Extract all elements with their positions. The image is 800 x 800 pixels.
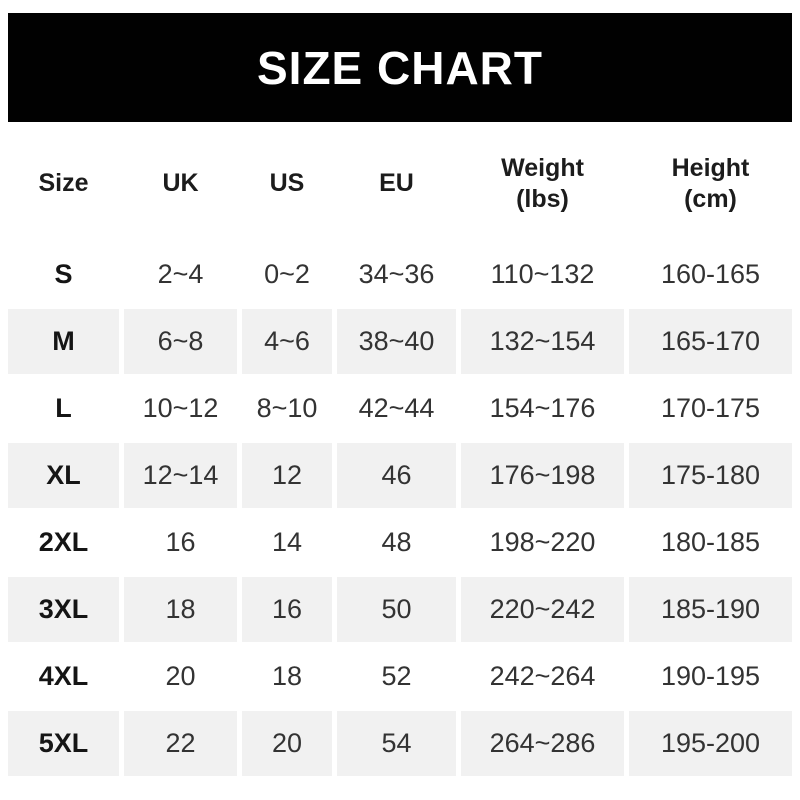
cell-weight: 176~198 — [461, 443, 624, 508]
cell-us: 16 — [242, 577, 332, 642]
cell-us: 14 — [242, 510, 332, 575]
cell-uk: 10~12 — [124, 376, 237, 441]
cell-us: 8~10 — [242, 376, 332, 441]
cell-weight: 110~132 — [461, 242, 624, 307]
cell-size: L — [8, 376, 119, 441]
header-label: Weight — [501, 153, 584, 182]
header-cell-size: Size — [8, 128, 119, 240]
cell-eu: 48 — [337, 510, 456, 575]
header-label: Size — [38, 169, 89, 198]
cell-size: 2XL — [8, 510, 119, 575]
cell-eu: 50 — [337, 577, 456, 642]
cell-size: 3XL — [8, 577, 119, 642]
cell-height: 165-170 — [629, 309, 792, 374]
cell-weight: 154~176 — [461, 376, 624, 441]
cell-uk: 2~4 — [124, 242, 237, 307]
cell-size: XL — [8, 443, 119, 508]
cell-height: 160-165 — [629, 242, 792, 307]
header-label: Height — [671, 153, 750, 182]
cell-us: 4~6 — [242, 309, 332, 374]
size-table: Size UK US EU Weight (lbs) Height (cm) — [8, 128, 792, 776]
header-sublabel: (cm) — [684, 185, 737, 213]
cell-weight: 132~154 — [461, 309, 624, 374]
cell-eu: 38~40 — [337, 309, 456, 374]
cell-eu: 46 — [337, 443, 456, 508]
cell-uk: 12~14 — [124, 443, 237, 508]
cell-eu: 52 — [337, 644, 456, 709]
cell-weight: 264~286 — [461, 711, 624, 776]
cell-weight: 220~242 — [461, 577, 624, 642]
cell-eu: 42~44 — [337, 376, 456, 441]
cell-height: 180-185 — [629, 510, 792, 575]
cell-us: 20 — [242, 711, 332, 776]
header-cell-weight: Weight (lbs) — [461, 128, 624, 240]
cell-uk: 18 — [124, 577, 237, 642]
header-cell-us: US — [242, 128, 332, 240]
cell-uk: 16 — [124, 510, 237, 575]
cell-weight: 242~264 — [461, 644, 624, 709]
header-sublabel: (lbs) — [516, 185, 569, 213]
cell-height: 175-180 — [629, 443, 792, 508]
cell-height: 190-195 — [629, 644, 792, 709]
cell-eu: 34~36 — [337, 242, 456, 307]
header-cell-height: Height (cm) — [629, 128, 792, 240]
cell-eu: 54 — [337, 711, 456, 776]
cell-size: M — [8, 309, 119, 374]
header-cell-eu: EU — [337, 128, 456, 240]
header-label: EU — [379, 169, 414, 198]
cell-us: 18 — [242, 644, 332, 709]
cell-size: 4XL — [8, 644, 119, 709]
cell-size: 5XL — [8, 711, 119, 776]
cell-uk: 6~8 — [124, 309, 237, 374]
cell-height: 195-200 — [629, 711, 792, 776]
cell-height: 185-190 — [629, 577, 792, 642]
header-label: US — [269, 169, 305, 198]
title-banner: SIZE CHART — [8, 13, 792, 122]
cell-size: S — [8, 242, 119, 307]
cell-us: 0~2 — [242, 242, 332, 307]
header-label: UK — [162, 169, 199, 198]
cell-weight: 198~220 — [461, 510, 624, 575]
cell-height: 170-175 — [629, 376, 792, 441]
page-title: SIZE CHART — [257, 41, 543, 94]
cell-us: 12 — [242, 443, 332, 508]
cell-uk: 22 — [124, 711, 237, 776]
cell-uk: 20 — [124, 644, 237, 709]
header-cell-uk: UK — [124, 128, 237, 240]
